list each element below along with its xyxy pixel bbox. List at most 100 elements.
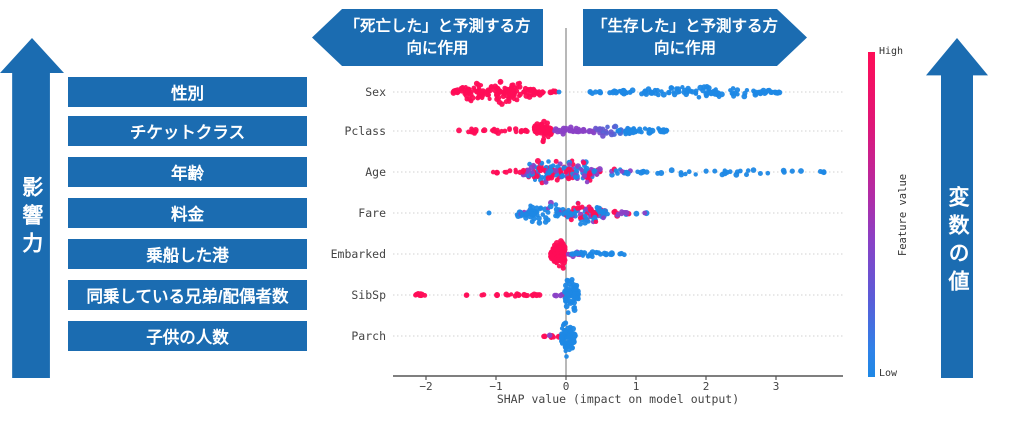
beeswarm-point-sibsp	[552, 292, 558, 298]
banner-predict-died: 「死亡した」と予測する方 向に作用	[312, 9, 543, 66]
beeswarm-point-embarked	[559, 249, 564, 255]
beeswarm-point-fare	[611, 209, 617, 215]
x-tick-label: 1	[633, 380, 640, 393]
beeswarm-point-embarked	[556, 264, 562, 269]
beeswarm-point-sex	[475, 95, 481, 101]
beeswarm-point-pclass	[518, 128, 525, 134]
beeswarm-point-fare	[572, 211, 577, 216]
beeswarm-point-parch	[564, 354, 569, 359]
beeswarm-point-age	[798, 168, 804, 174]
beeswarm-point-pclass	[626, 128, 632, 135]
beeswarm-point-pclass	[637, 126, 643, 132]
beeswarm-point-sex	[503, 99, 509, 105]
beeswarm-point-fare	[536, 220, 543, 226]
beeswarm-point-parch	[560, 340, 566, 346]
beeswarm-point-pclass	[490, 128, 497, 134]
feature-bar-age: 年齢	[68, 157, 307, 187]
beeswarm-point-embarked	[618, 250, 625, 257]
beeswarm-point-age	[573, 168, 579, 174]
beeswarm-point-sex	[730, 86, 736, 91]
beeswarm-point-sibsp	[570, 294, 577, 300]
beeswarm-point-age	[513, 169, 519, 175]
feature-bar-sex: 性別	[68, 77, 307, 107]
beeswarm-point-age	[750, 167, 757, 173]
beeswarm-point-fare	[514, 212, 519, 217]
beeswarm-point-sex	[735, 91, 740, 97]
beeswarm-point-sex	[464, 90, 470, 95]
beeswarm-point-embarked	[550, 255, 555, 261]
beeswarm-point-age	[724, 169, 730, 175]
beeswarm-point-age	[596, 166, 603, 173]
beeswarm-point-fare	[592, 214, 598, 220]
beeswarm-point-pclass	[562, 128, 568, 134]
feature-label-parch: Parch	[351, 329, 386, 343]
beeswarm-point-fare	[621, 210, 627, 215]
feature-bar-fare: 料金	[68, 198, 307, 228]
beeswarm-point-fare	[562, 210, 569, 216]
beeswarm-point-age	[757, 171, 763, 176]
beeswarm-point-sex	[464, 96, 470, 102]
beeswarm-point-age	[624, 170, 631, 177]
beeswarm-point-sex	[652, 87, 658, 93]
x-tick-label: 3	[773, 380, 780, 393]
beeswarm-point-age	[554, 177, 560, 183]
beeswarm-point-sibsp	[573, 286, 579, 292]
beeswarm-point-fare	[594, 205, 600, 210]
beeswarm-point-sex	[517, 91, 523, 97]
beeswarm-point-sex	[530, 88, 537, 94]
feature-bar-parch: 子供の人数	[68, 321, 307, 351]
beeswarm-point-sex	[499, 101, 505, 107]
beeswarm-point-fare	[579, 204, 585, 210]
beeswarm-point-sex	[712, 90, 719, 97]
beeswarm-point-sibsp	[512, 293, 518, 299]
beeswarm-point-age	[591, 168, 597, 175]
beeswarm-point-pclass	[495, 127, 500, 133]
feature-bar-embarked: 乗船した港	[68, 239, 307, 269]
beeswarm-point-sibsp	[464, 292, 470, 297]
beeswarm-point-sex	[450, 89, 456, 95]
beeswarm-point-sex	[514, 97, 520, 103]
beeswarm-point-age	[693, 172, 698, 177]
beeswarm-point-embarked	[560, 265, 566, 271]
beeswarm-point-sibsp	[479, 292, 485, 298]
beeswarm-point-pclass	[470, 129, 477, 135]
beeswarm-point-age	[543, 179, 549, 185]
beeswarm-point-age	[494, 170, 500, 176]
beeswarm-point-sex	[752, 91, 759, 98]
beeswarm-point-fare	[583, 206, 589, 212]
beeswarm-point-age	[719, 171, 725, 178]
beeswarm-point-age	[703, 168, 709, 174]
beeswarm-point-age	[639, 169, 646, 175]
beeswarm-point-fare	[568, 217, 574, 223]
beeswarm-point-sibsp	[564, 287, 569, 293]
beeswarm-point-sex	[494, 96, 500, 102]
beeswarm-point-sex	[589, 91, 595, 96]
beeswarm-point-fare	[542, 219, 549, 225]
beeswarm-point-pclass	[597, 126, 603, 132]
x-tick-label: 0	[563, 380, 570, 393]
feature-bar-sibsp: 同乗している兄弟/配偶者数	[68, 280, 307, 310]
beeswarm-point-sex	[685, 85, 691, 92]
beeswarm-point-sex	[770, 89, 776, 95]
beeswarm-point-age	[539, 180, 545, 186]
beeswarm-point-embarked	[559, 239, 565, 245]
beeswarm-point-age	[520, 169, 526, 175]
beeswarm-point-age	[683, 171, 688, 177]
beeswarm-point-sibsp	[494, 292, 500, 298]
beeswarm-point-sex	[479, 92, 486, 99]
banner-died-line2: 向に作用	[406, 39, 469, 57]
beeswarm-point-fare	[574, 205, 581, 211]
beeswarm-point-sex	[681, 90, 687, 95]
beeswarm-point-sibsp	[531, 291, 538, 298]
feature-label-fare: Fare	[358, 206, 386, 220]
beeswarm-point-sibsp	[567, 300, 574, 306]
beeswarm-point-age	[686, 169, 692, 175]
beeswarm-point-pclass	[656, 126, 661, 131]
beeswarm-point-sex	[659, 89, 664, 94]
banner-survived-line2: 向に作用	[653, 39, 716, 57]
feature-bar-label: 子供の人数	[146, 329, 229, 347]
x-tick-label: 2	[703, 380, 710, 393]
beeswarm-point-sibsp	[506, 293, 511, 298]
beeswarm-point-age	[547, 167, 554, 174]
